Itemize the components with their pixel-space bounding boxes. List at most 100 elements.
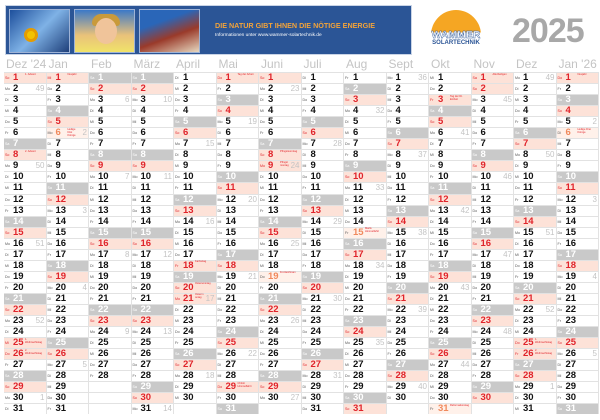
day-cell[interactable]: Di 6 Heilige Drei Könige bbox=[556, 127, 599, 139]
day-cell[interactable]: Sa 20 bbox=[386, 281, 429, 293]
day-cell[interactable]: So 10 bbox=[344, 171, 387, 183]
day-cell[interactable]: Mi 18 bbox=[259, 259, 302, 271]
day-cell[interactable]: Di 11 bbox=[89, 182, 132, 194]
day-cell[interactable]: Sa 28 bbox=[259, 370, 302, 382]
day-cell[interactable]: Sa 15 bbox=[131, 226, 174, 238]
day-cell[interactable]: Do 25 bbox=[386, 337, 429, 349]
day-cell[interactable]: Sa 5 bbox=[174, 116, 217, 128]
day-cell[interactable]: So 28 bbox=[514, 370, 557, 382]
day-cell[interactable]: Fr 24 bbox=[429, 326, 472, 338]
day-cell[interactable]: Do 4 bbox=[514, 105, 557, 117]
day-cell[interactable]: So 11 bbox=[556, 182, 599, 194]
day-cell[interactable]: Sa 7 bbox=[259, 138, 302, 150]
day-cell[interactable]: Mi 17 bbox=[514, 248, 557, 260]
day-cell[interactable]: Mi 18 bbox=[4, 259, 47, 271]
day-cell[interactable]: Do 13 bbox=[131, 204, 174, 216]
day-cell[interactable]: So 31 bbox=[344, 403, 387, 415]
day-cell[interactable]: Di 22 bbox=[174, 303, 217, 316]
day-cell[interactable]: So 17 bbox=[344, 248, 387, 260]
day-cell[interactable]: So 24 bbox=[344, 326, 387, 338]
day-cell[interactable]: Mi 25 bbox=[259, 337, 302, 349]
day-cell[interactable]: Mi 30 bbox=[301, 392, 344, 404]
day-cell[interactable]: Do 2 bbox=[429, 83, 472, 95]
day-cell[interactable]: So 23 bbox=[471, 315, 514, 327]
day-cell[interactable]: Mi 15 bbox=[429, 226, 472, 238]
day-cell[interactable]: Sa 29 bbox=[131, 381, 174, 393]
day-cell[interactable]: So 28 bbox=[386, 370, 429, 382]
day-cell[interactable]: So 5 bbox=[46, 116, 89, 128]
day-cell[interactable]: Mi 31 bbox=[514, 403, 557, 415]
day-cell[interactable]: Do 9 bbox=[46, 160, 89, 172]
day-cell[interactable]: Mo 5 19 bbox=[216, 116, 259, 128]
day-cell[interactable]: Mi 4 bbox=[259, 105, 302, 117]
day-cell[interactable]: Di 11 bbox=[131, 182, 174, 194]
day-cell[interactable]: Di 31 bbox=[4, 403, 47, 415]
day-cell[interactable]: Do 18 bbox=[514, 259, 557, 271]
day-cell[interactable]: Mi 6 bbox=[344, 127, 387, 139]
day-cell[interactable]: Fr 28 bbox=[89, 370, 132, 382]
day-cell[interactable]: Sa 3 bbox=[216, 94, 259, 106]
day-cell[interactable]: Mi 7 bbox=[216, 138, 259, 150]
day-cell[interactable]: Di 25 bbox=[131, 337, 174, 349]
day-cell[interactable]: Mo 17 8 bbox=[89, 248, 132, 260]
day-cell[interactable]: Di 15 bbox=[301, 226, 344, 238]
day-cell[interactable]: Mi 26 bbox=[471, 348, 514, 360]
day-cell[interactable]: Sa 21 bbox=[4, 292, 47, 304]
day-cell[interactable]: Do 1 Neujahr bbox=[556, 72, 599, 84]
day-cell[interactable]: Fr 9 bbox=[216, 160, 259, 172]
day-cell[interactable]: So 22 bbox=[4, 303, 47, 316]
day-cell[interactable]: Mo 16 25 bbox=[259, 237, 302, 249]
day-cell[interactable]: Do 29 Christi Himmelfahrt bbox=[216, 381, 259, 393]
day-cell[interactable]: So 21 bbox=[386, 292, 429, 304]
day-cell[interactable]: Mo 13 3 bbox=[46, 204, 89, 216]
day-cell[interactable]: Mo 21 30 bbox=[301, 292, 344, 304]
day-cell[interactable]: So 2 bbox=[89, 83, 132, 95]
day-cell[interactable]: So 2 bbox=[471, 83, 514, 95]
day-cell[interactable]: So 9 bbox=[471, 160, 514, 172]
day-cell[interactable]: Mi 25 1. Weihnachtstag bbox=[4, 337, 47, 349]
day-cell[interactable]: Fr 31 bbox=[46, 403, 89, 415]
day-cell[interactable]: Mi 23 bbox=[174, 315, 217, 327]
day-cell[interactable]: Sa 4 bbox=[46, 105, 89, 117]
day-cell[interactable]: Sa 10 bbox=[216, 171, 259, 183]
day-cell[interactable]: Di 15 bbox=[174, 226, 217, 238]
day-cell[interactable]: Do 3 bbox=[301, 94, 344, 106]
day-cell[interactable]: So 29 bbox=[259, 381, 302, 393]
day-cell[interactable]: Fr 5 bbox=[386, 116, 429, 128]
day-cell[interactable]: Mi 29 bbox=[429, 381, 472, 393]
day-cell[interactable]: Di 28 bbox=[429, 370, 472, 382]
day-cell[interactable]: Mi 22 bbox=[46, 303, 89, 316]
day-cell[interactable]: Sa 20 bbox=[514, 281, 557, 293]
day-cell[interactable]: Sa 6 bbox=[386, 127, 429, 139]
day-cell[interactable]: Mo 2 23 bbox=[259, 83, 302, 95]
day-cell[interactable]: Mo 20 43 bbox=[429, 281, 472, 293]
day-cell[interactable]: Mo 30 27 bbox=[259, 392, 302, 404]
day-cell[interactable]: Fr 22 bbox=[344, 303, 387, 316]
day-cell[interactable]: Mo 8 37 bbox=[386, 149, 429, 161]
day-cell[interactable]: Do 19 bbox=[4, 270, 47, 282]
day-cell[interactable]: So 30 bbox=[131, 392, 174, 404]
day-cell[interactable]: Sa 12 bbox=[174, 193, 217, 205]
day-cell[interactable]: Mi 4 bbox=[4, 105, 47, 117]
day-cell[interactable]: Mo 28 18 bbox=[174, 370, 217, 382]
day-cell[interactable]: Di 16 bbox=[514, 237, 557, 249]
day-cell[interactable]: Mi 17 bbox=[386, 248, 429, 260]
day-cell[interactable]: Di 7 bbox=[429, 138, 472, 150]
day-cell[interactable]: Mo 7 28 bbox=[301, 138, 344, 150]
day-cell[interactable]: Sa 1 bbox=[131, 72, 174, 84]
day-cell[interactable]: Di 29 bbox=[301, 381, 344, 393]
day-cell[interactable]: Sa 21 bbox=[259, 292, 302, 304]
day-cell[interactable]: Sa 12 bbox=[301, 193, 344, 205]
day-cell[interactable]: Di 8 bbox=[174, 149, 217, 161]
day-cell[interactable]: Mi 19 bbox=[89, 270, 132, 282]
day-cell[interactable]: So 7 bbox=[386, 138, 429, 150]
day-cell[interactable]: Mo 5 2 bbox=[556, 116, 599, 128]
day-cell[interactable]: Mi 5 bbox=[131, 116, 174, 128]
day-cell[interactable]: Sa 31 bbox=[216, 403, 259, 415]
day-cell[interactable]: Di 4 bbox=[131, 105, 174, 117]
day-cell[interactable]: Mo 6 Heilige Drei Könige 2 bbox=[46, 127, 89, 139]
day-cell[interactable]: Fr 9 bbox=[556, 160, 599, 172]
day-cell[interactable]: Mo 8 50 bbox=[514, 149, 557, 161]
day-cell[interactable]: Di 7 bbox=[46, 138, 89, 150]
day-cell[interactable]: Do 6 bbox=[471, 127, 514, 139]
